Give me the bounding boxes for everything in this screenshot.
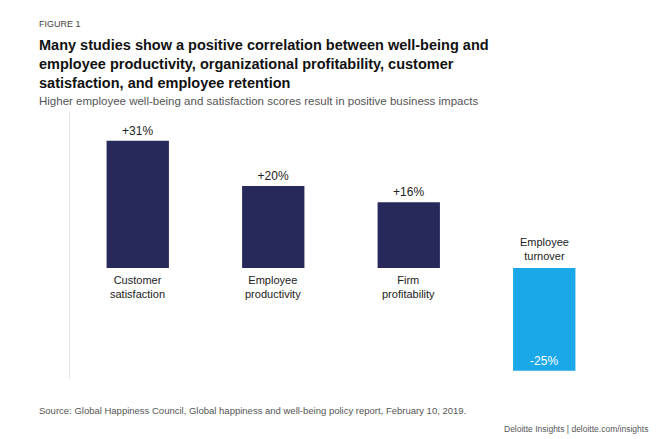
svg-text:+20%: +20% (258, 169, 289, 183)
svg-text:Higher employee well-being and: Higher employee well-being and satisfact… (39, 95, 478, 107)
svg-text:FIGURE 1: FIGURE 1 (39, 19, 81, 29)
svg-text:Deloitte Insights | deloitte.c: Deloitte Insights | deloitte.com/insight… (504, 424, 648, 434)
svg-text:Source: Global Happiness Counc: Source: Global Happiness Council, Global… (39, 405, 466, 416)
svg-text:Employeeturnover: Employeeturnover (520, 236, 569, 262)
svg-text:Employeeproductivity: Employeeproductivity (245, 274, 301, 300)
svg-text:-25%: -25% (530, 354, 558, 368)
svg-text:+16%: +16% (393, 185, 424, 199)
svg-text:+31%: +31% (122, 124, 153, 138)
svg-text:Many studies show a positive c: Many studies show a positive correlation… (39, 37, 489, 91)
svg-text:Customersatisfaction: Customersatisfaction (110, 274, 165, 300)
svg-text:Firmprofitability: Firmprofitability (382, 274, 435, 300)
